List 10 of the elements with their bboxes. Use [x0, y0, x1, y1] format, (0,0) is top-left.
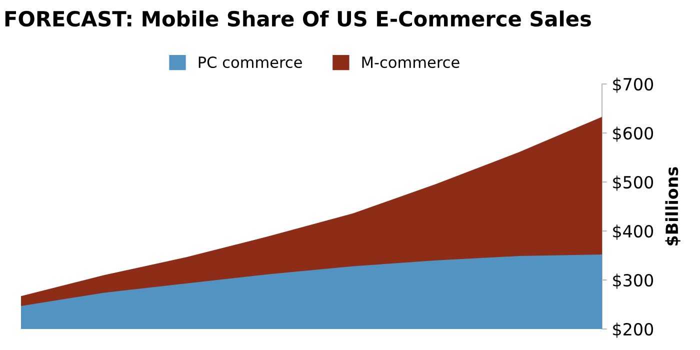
legend-label: PC commerce [198, 56, 302, 68]
y-tick-label: $200 [613, 322, 654, 338]
y-tick-label: $500 [613, 176, 654, 191]
y-tick-label: $400 [613, 224, 654, 240]
y-tick-label: $300 [613, 274, 654, 289]
y-axis-title: $Billions [665, 167, 680, 246]
chart-title: FORECAST: Mobile Share Of US E-Commerce Sales [5, 10, 591, 27]
y-tick-label: $700 [613, 78, 654, 93]
legend-label: M-commerce [362, 56, 460, 68]
y-tick-label: $600 [613, 126, 654, 142]
